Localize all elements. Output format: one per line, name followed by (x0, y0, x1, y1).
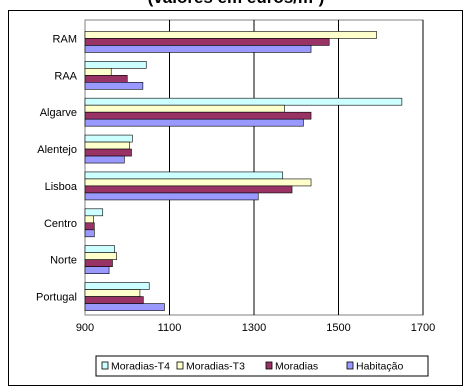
y-category-label: Lisboa (45, 181, 78, 193)
bar (84, 61, 147, 69)
bar (84, 185, 293, 194)
bar (84, 31, 377, 39)
legend-label: Moradias-T3 (186, 361, 245, 373)
chart-title: (valores em euros/m²) (0, 0, 472, 8)
bar (84, 171, 284, 180)
bar (84, 266, 110, 274)
x-tick-label: 1700 (411, 322, 435, 334)
bar (84, 192, 259, 201)
y-category-label: Norte (50, 255, 77, 267)
y-category-label: Algarve (40, 107, 77, 119)
bar (84, 208, 104, 217)
bar (84, 259, 113, 267)
y-category-label: Centro (44, 218, 77, 230)
bar (84, 38, 330, 46)
x-tick-label: 1500 (326, 322, 350, 334)
x-tick-label: 1100 (158, 322, 182, 334)
bar (84, 222, 95, 231)
legend-label: Habitação (356, 361, 403, 373)
legend-swatch (101, 361, 109, 370)
bar (84, 118, 304, 127)
bar (84, 75, 128, 83)
legend-label: Moradias (275, 361, 318, 373)
bar (84, 245, 115, 253)
legend-swatch (265, 361, 273, 370)
bar (84, 111, 312, 120)
bar (84, 155, 125, 164)
bar (84, 68, 112, 76)
y-category-label: RAA (54, 70, 77, 82)
bar (84, 303, 165, 311)
bar (84, 148, 132, 157)
bar (84, 104, 285, 113)
x-tick-label: 900 (76, 322, 94, 334)
bar (84, 134, 133, 143)
bar (84, 252, 117, 260)
bar (84, 282, 150, 290)
bar (84, 296, 144, 304)
y-category-label: RAM (53, 33, 77, 45)
y-category-label: Alentejo (37, 144, 77, 156)
legend-box (95, 355, 429, 377)
legend: Moradias-T4 Moradias-T3 Moradias Habitação (95, 355, 429, 377)
bar (84, 82, 144, 90)
y-category-label: Portugal (36, 292, 77, 304)
legend-swatch (346, 361, 354, 370)
legend-label: Moradias-T4 (111, 361, 170, 373)
x-tick-label: 1300 (242, 322, 266, 334)
bar (84, 97, 403, 106)
legend-swatch (176, 361, 184, 370)
bar (84, 289, 141, 297)
bar (84, 178, 312, 187)
bar (84, 215, 94, 224)
bar (84, 141, 130, 150)
bar (84, 45, 312, 53)
bar (84, 229, 95, 238)
